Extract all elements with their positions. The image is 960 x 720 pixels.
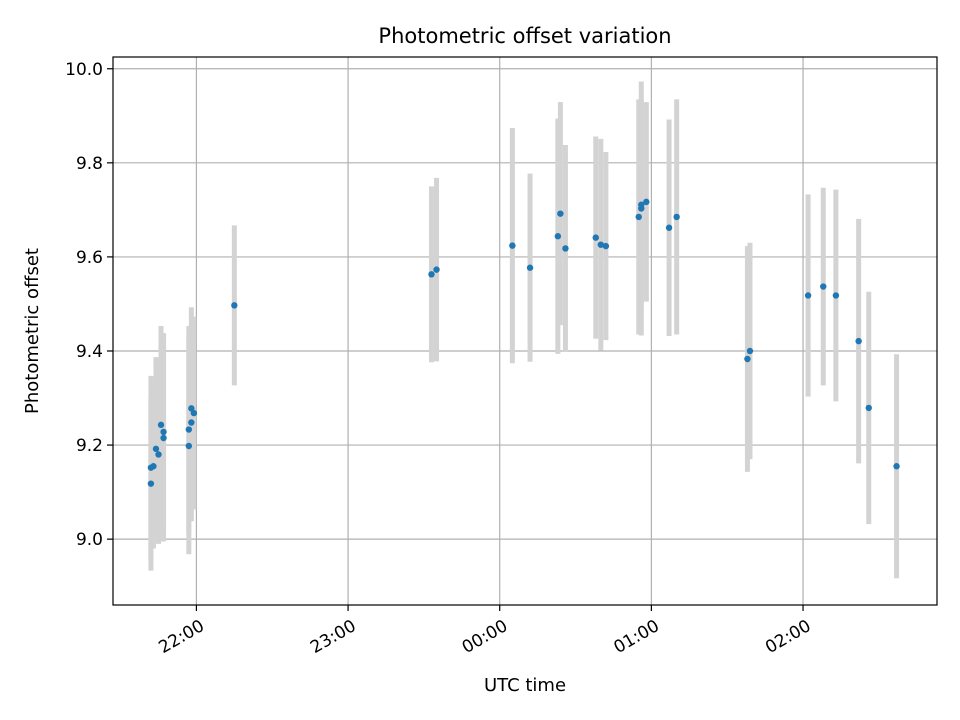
y-tick-label: 9.8 <box>76 154 103 174</box>
data-point <box>832 292 840 299</box>
data-point <box>557 210 564 217</box>
data-point <box>562 245 569 252</box>
x-axis-label: UTC time <box>484 675 566 696</box>
y-tick-label: 9.4 <box>76 342 103 362</box>
data-point <box>147 480 155 487</box>
data-point <box>185 442 193 450</box>
y-tick-label: 9.6 <box>76 248 103 268</box>
data-point <box>185 426 193 433</box>
data-point <box>190 409 198 417</box>
plot-frame <box>112 56 938 606</box>
data-point <box>592 234 599 241</box>
data-point <box>804 292 812 299</box>
data-point <box>635 213 642 221</box>
data-point <box>602 242 610 250</box>
data-point <box>157 421 165 429</box>
data-point <box>673 213 680 221</box>
data-point <box>638 201 645 208</box>
y-axis-label: Photometric offset <box>22 248 43 414</box>
data-point <box>597 241 605 248</box>
data-point <box>744 355 751 363</box>
grid <box>113 57 937 605</box>
data-point <box>428 271 435 278</box>
data-point <box>155 451 162 458</box>
data-point <box>554 233 562 240</box>
data-point <box>152 445 160 453</box>
data-point <box>526 264 534 271</box>
data-point <box>188 405 195 412</box>
data-point <box>433 266 440 273</box>
data-point <box>160 428 167 436</box>
chart-title: Photometric offset variation <box>378 24 671 48</box>
data-point <box>746 347 754 355</box>
data-point <box>865 404 872 412</box>
data-point <box>665 224 673 231</box>
data-point <box>893 463 900 470</box>
data-point <box>150 463 157 470</box>
data-point <box>231 302 238 309</box>
data-point <box>643 198 650 206</box>
data-point <box>509 242 516 249</box>
y-tick-label: 9.0 <box>76 530 103 550</box>
data-point <box>855 337 862 345</box>
y-tick-label: 9.2 <box>76 436 103 456</box>
y-axis-ticks: 9.0 9.2 9.4 9.6 9.8 10.0 <box>65 60 113 550</box>
y-tick-label: 10.0 <box>65 60 103 80</box>
data-point <box>188 419 195 426</box>
data-point <box>160 434 167 442</box>
data-point <box>820 283 827 290</box>
data-points <box>147 198 900 487</box>
